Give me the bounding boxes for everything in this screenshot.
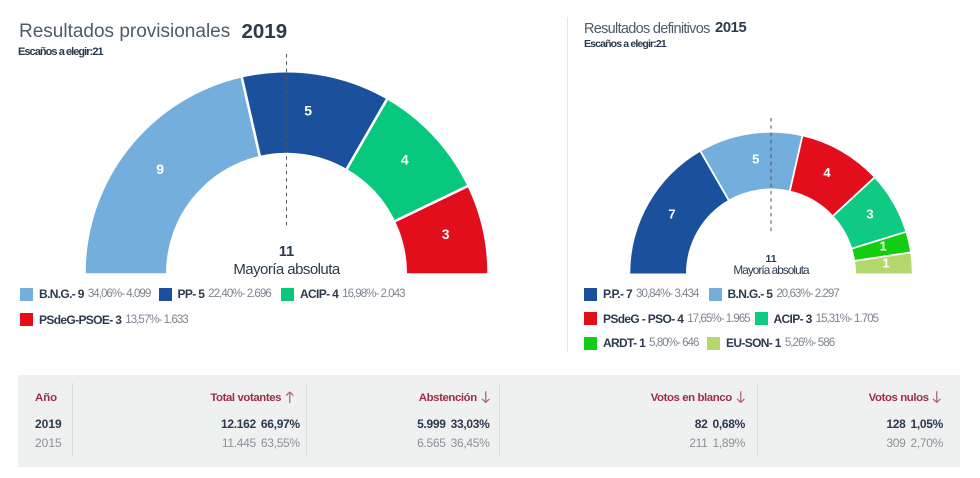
svg-text:5: 5 <box>304 103 312 119</box>
svg-text:5: 5 <box>752 152 759 167</box>
svg-text:7: 7 <box>668 207 675 222</box>
svg-text:3: 3 <box>866 207 873 222</box>
svg-text:9: 9 <box>156 161 164 177</box>
svg-text:11: 11 <box>279 244 294 260</box>
svg-text:1: 1 <box>879 238 886 253</box>
svg-text:Mayoría absoluta: Mayoría absoluta <box>233 261 340 278</box>
svg-text:Mayoría absoluta: Mayoría absoluta <box>733 263 810 277</box>
svg-text:11: 11 <box>765 253 776 265</box>
svg-text:4: 4 <box>823 165 831 180</box>
svg-text:4: 4 <box>401 152 409 168</box>
svg-text:3: 3 <box>442 226 450 242</box>
svg-text:1: 1 <box>882 255 889 270</box>
